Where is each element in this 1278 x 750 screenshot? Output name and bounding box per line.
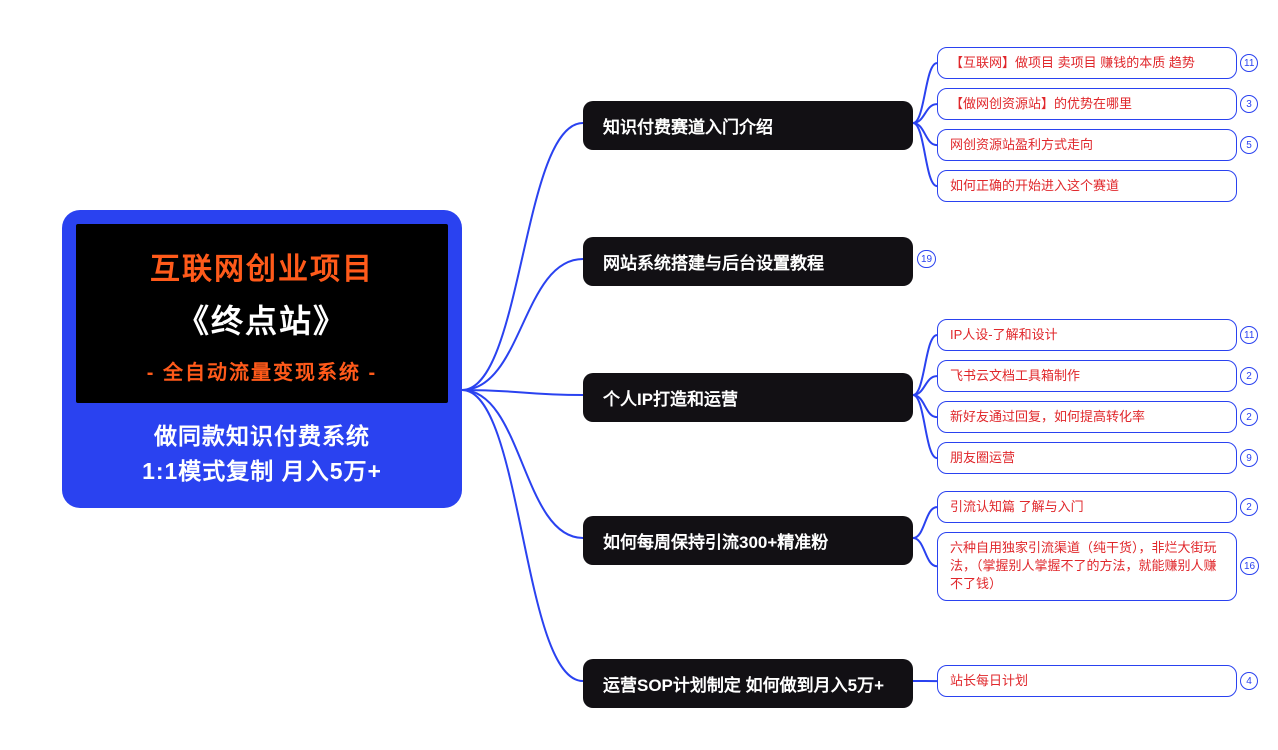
branch-node[interactable]: 网站系统搭建与后台设置教程 bbox=[583, 237, 913, 286]
leaf-badge: 2 bbox=[1240, 498, 1258, 516]
leaf-node[interactable]: IP人设-了解和设计 bbox=[937, 319, 1237, 351]
leaf-node[interactable]: 【做网创资源站】的优势在哪里 bbox=[937, 88, 1237, 120]
root-title-line2: 《终点站》 bbox=[86, 296, 438, 342]
leaf-node[interactable]: 朋友圈运营 bbox=[937, 442, 1237, 474]
leaf-badge: 9 bbox=[1240, 449, 1258, 467]
root-title-line3: - 全自动流量变现系统 - bbox=[86, 356, 438, 385]
root-sub-line2: 1:1模式复制 月入5万+ bbox=[76, 454, 448, 489]
root-subtitle: 做同款知识付费系统 1:1模式复制 月入5万+ bbox=[76, 419, 448, 488]
leaf-badge: 5 bbox=[1240, 136, 1258, 154]
leaf-node[interactable]: 网创资源站盈利方式走向 bbox=[937, 129, 1237, 161]
leaf-node[interactable]: 【互联网】做项目 卖项目 赚钱的本质 趋势 bbox=[937, 47, 1237, 79]
leaf-badge: 2 bbox=[1240, 367, 1258, 385]
leaf-badge: 2 bbox=[1240, 408, 1258, 426]
leaf-badge: 16 bbox=[1240, 557, 1259, 575]
leaf-badge: 11 bbox=[1240, 326, 1258, 344]
leaf-badge: 11 bbox=[1240, 54, 1258, 72]
leaf-node[interactable]: 六种自用独家引流渠道（纯干货），非烂大街玩法，（掌握别人掌握不了的方法，就能赚别… bbox=[937, 532, 1237, 601]
leaf-node[interactable]: 引流认知篇 了解与入门 bbox=[937, 491, 1237, 523]
branch-node[interactable]: 个人IP打造和运营 bbox=[583, 373, 913, 422]
branch-node[interactable]: 如何每周保持引流300+精准粉 bbox=[583, 516, 913, 565]
leaf-badge: 4 bbox=[1240, 672, 1258, 690]
leaf-node[interactable]: 站长每日计划 bbox=[937, 665, 1237, 697]
leaf-badge: 3 bbox=[1240, 95, 1258, 113]
branch-node[interactable]: 知识付费赛道入门介绍 bbox=[583, 101, 913, 150]
root-node: 互联网创业项目 《终点站》 - 全自动流量变现系统 - 做同款知识付费系统 1:… bbox=[62, 210, 462, 508]
branch-node[interactable]: 运营SOP计划制定 如何做到月入5万+ bbox=[583, 659, 913, 708]
leaf-node[interactable]: 飞书云文档工具箱制作 bbox=[937, 360, 1237, 392]
root-sub-line1: 做同款知识付费系统 bbox=[76, 419, 448, 454]
root-title-line1: 互联网创业项目 bbox=[86, 244, 438, 288]
leaf-node[interactable]: 如何正确的开始进入这个赛道 bbox=[937, 170, 1237, 202]
leaf-node[interactable]: 新好友通过回复，如何提高转化率 bbox=[937, 401, 1237, 433]
root-inner: 互联网创业项目 《终点站》 - 全自动流量变现系统 - bbox=[76, 224, 448, 403]
branch-badge: 19 bbox=[917, 250, 936, 268]
